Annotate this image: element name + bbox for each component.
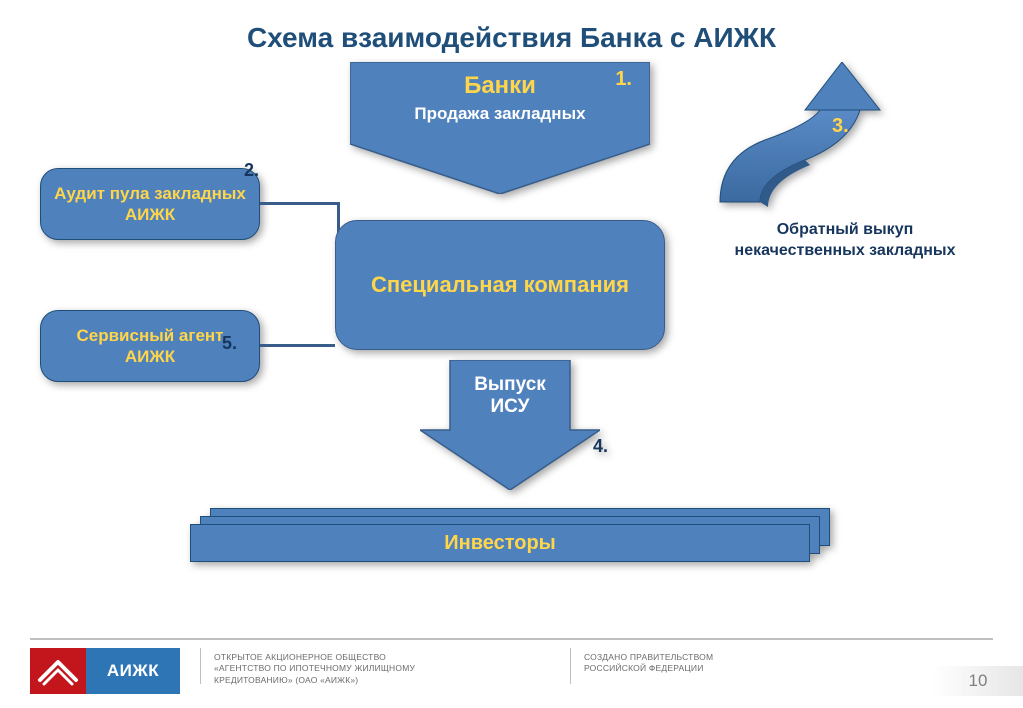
issue-arrow-line1: Выпуск [420, 374, 600, 396]
return-arrow-caption: Обратный выкуп некачественных закладных [730, 220, 960, 262]
issue-arrow: Выпуск ИСУ 4. [420, 360, 600, 490]
footer-org-text: ОТКРЫТОЕ АКЦИОНЕРНОЕ ОБЩЕСТВО «АГЕНТСТВО… [214, 652, 534, 686]
step-number-4: 4. [593, 436, 608, 457]
footer: АИЖК ОТКРЫТОЕ АКЦИОНЕРНОЕ ОБЩЕСТВО «АГЕН… [0, 638, 1023, 708]
return-arrow: 3. [710, 62, 910, 207]
step-number-5: 5. [222, 333, 237, 354]
investors-stack: Инвесторы [190, 508, 830, 564]
slide-title: Схема взаимодействия Банка с АИЖК [0, 22, 1023, 54]
footer-divider [30, 638, 993, 640]
banks-arrow: Банки Продажа закладных 1. [350, 62, 650, 194]
connector-audit [260, 202, 340, 205]
page-number: 10 [933, 666, 1023, 696]
center-company-box: Специальная компания [335, 220, 665, 350]
footer-sep-2 [570, 648, 571, 684]
logo-mark [30, 648, 86, 694]
banks-arrow-title: Банки [362, 72, 638, 100]
connector-service [260, 344, 335, 347]
audit-box: Аудит пула закладных АИЖК [40, 168, 260, 240]
step-number-3: 3. [832, 115, 849, 138]
banks-arrow-subtitle: Продажа закладных [362, 104, 638, 124]
logo-text: АИЖК [86, 648, 180, 694]
footer-sep-1 [200, 648, 201, 684]
issue-arrow-line2: ИСУ [420, 396, 600, 418]
investors-layer-front: Инвесторы [190, 524, 810, 562]
step-number-1: 1. [615, 68, 632, 91]
slide: Схема взаимодействия Банка с АИЖК Банки … [0, 0, 1023, 708]
footer-gov-text: СОЗДАНО ПРАВИТЕЛЬСТВОМ РОССИЙСКОЙ ФЕДЕРА… [584, 652, 804, 675]
step-number-2: 2. [244, 160, 259, 181]
logo: АИЖК [30, 648, 180, 694]
